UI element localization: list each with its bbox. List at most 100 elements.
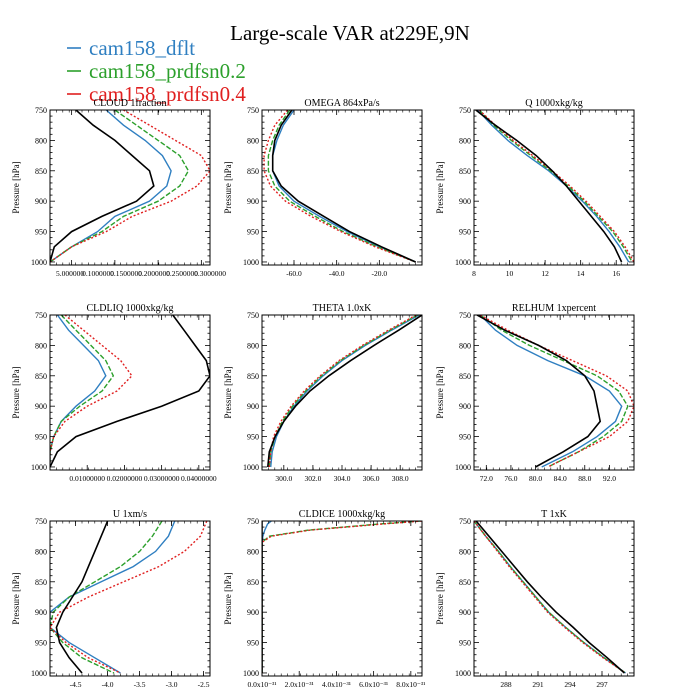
plot-frame — [49, 109, 211, 266]
y-axis-label: Pressure [hPa] — [11, 572, 21, 624]
y-tick-label: 850 — [35, 578, 47, 587]
panels: 750 800 850 900 950 1000 5.0000000.10000000.15… — [11, 98, 635, 689]
series-line-2 — [50, 521, 208, 674]
y-tick-label: 950 — [247, 639, 259, 648]
panel-title: OMEGA 864xPa/s — [304, 98, 379, 109]
x-tick-label: -4.0 — [102, 680, 114, 689]
series-line-3 — [55, 521, 109, 674]
panel-title: CLDLIQ 1000xkg/kg — [87, 303, 174, 314]
panel-title: U 1xm/s — [113, 509, 147, 520]
x-tick-label: -3.0 — [166, 680, 178, 689]
plot-frame — [49, 314, 211, 471]
y-axis-label: Pressure [hPa] — [11, 366, 21, 418]
series-line-3 — [50, 315, 210, 468]
y-axis-label: Pressure [hPa] — [223, 572, 233, 624]
panel: 750 800 850 900 950 1000 72.0 76.0 80.0 84.0 88.0 9… — [435, 303, 635, 483]
x-tick-label: 0.0x10⁻³¹ — [247, 680, 276, 689]
series-line-3 — [475, 110, 623, 263]
series-line-2 — [268, 315, 417, 468]
series-line-2 — [474, 521, 626, 674]
x-tick-label: -4.5 — [70, 680, 82, 689]
series-line-2 — [479, 315, 634, 468]
x-tick-label: 0.04000000 — [181, 474, 217, 483]
x-tick-label: -40.0 — [329, 269, 345, 278]
x-tick-label: 294 — [564, 680, 576, 689]
series-line-1 — [478, 110, 633, 263]
panel-title: Q 1000xkg/kg — [525, 98, 583, 109]
series-line-0 — [474, 521, 626, 674]
x-tick-label: 302.0 — [304, 474, 321, 483]
y-tick-label: 850 — [459, 578, 471, 587]
y-tick-label: 1000 — [455, 258, 471, 267]
series-line-3 — [271, 110, 416, 263]
legend: cam158_dfltcam158_prdfsn0.2cam158_prdfsn… — [67, 36, 246, 106]
y-axis-label: Pressure [hPa] — [435, 161, 445, 213]
y-tick-label: 800 — [35, 136, 47, 145]
x-tick-label: 0.2000000 — [138, 269, 170, 278]
panel-title: T 1xK — [541, 509, 567, 520]
series-line-2 — [263, 110, 416, 263]
y-tick-label: 750 — [459, 311, 471, 320]
y-tick-label: 750 — [459, 517, 471, 526]
y-tick-label: 850 — [247, 167, 259, 176]
x-tick-label: 297 — [596, 680, 608, 689]
x-tick-label: 8.0x10⁻³¹ — [396, 680, 425, 689]
y-tick-label: 1000 — [243, 258, 259, 267]
y-tick-label: 850 — [459, 167, 471, 176]
x-tick-label: -3.5 — [134, 680, 146, 689]
series-line-0 — [477, 110, 630, 263]
y-tick-label: 800 — [247, 341, 259, 350]
panel: 750 800 850 900 950 1000 0.0x10⁻³¹ 2.0x10⁻³¹ 4.0… — [223, 509, 425, 689]
plot-frame — [473, 520, 635, 677]
x-tick-label: 72.0 — [480, 474, 493, 483]
y-tick-label: 850 — [35, 167, 47, 176]
x-tick-label: 6.0x10⁻³¹ — [359, 680, 388, 689]
y-tick-label: 900 — [459, 197, 471, 206]
y-axis-label: Pressure [hPa] — [223, 366, 233, 418]
x-tick-label: 14 — [577, 269, 585, 278]
y-tick-label: 950 — [459, 433, 471, 442]
series-line-1 — [50, 110, 190, 263]
series-line-3 — [475, 521, 625, 674]
panel: 750 800 850 900 950 1000 -60.0 -40.0 -20.0 OMEGA … — [223, 98, 423, 278]
x-tick-label: 300.0 — [275, 474, 292, 483]
y-tick-label: 800 — [459, 547, 471, 556]
x-tick-label: 0.1000000 — [82, 269, 114, 278]
y-tick-label: 1000 — [455, 463, 471, 472]
x-tick-label: -2.5 — [198, 680, 210, 689]
y-axis-label: Pressure [hPa] — [435, 366, 445, 418]
y-tick-label: 800 — [459, 136, 471, 145]
x-tick-label: 10 — [506, 269, 514, 278]
y-axis-label: Pressure [hPa] — [223, 161, 233, 213]
x-tick-label: 308.0 — [392, 474, 409, 483]
series-line-1 — [262, 521, 421, 673]
y-tick-label: 950 — [247, 433, 259, 442]
y-tick-label: 1000 — [243, 669, 259, 678]
x-tick-label: 12 — [541, 269, 549, 278]
y-tick-label: 750 — [247, 106, 259, 115]
panel: 750 800 850 900 950 1000 5.0000000.10000000.15… — [11, 98, 226, 278]
x-tick-label: 0.03000000 — [144, 474, 180, 483]
x-tick-label: 0.1500000 — [110, 269, 142, 278]
y-tick-label: 1000 — [31, 258, 47, 267]
x-tick-label: 84.0 — [554, 474, 567, 483]
y-tick-label: 750 — [35, 311, 47, 320]
series-line-1 — [267, 110, 416, 263]
y-tick-label: 900 — [247, 197, 259, 206]
x-tick-label: 291 — [532, 680, 544, 689]
legend-label: cam158_dflt — [89, 36, 195, 60]
y-tick-label: 950 — [35, 228, 47, 237]
y-tick-label: 900 — [35, 197, 47, 206]
y-tick-label: 800 — [459, 341, 471, 350]
panel-title: CLOUD 1fraction — [93, 98, 166, 109]
y-tick-label: 950 — [459, 228, 471, 237]
series-line-3 — [50, 110, 155, 263]
series-line-0 — [50, 315, 107, 467]
plot-frame — [473, 109, 635, 266]
y-tick-label: 1000 — [31, 463, 47, 472]
y-tick-label: 1000 — [31, 669, 47, 678]
y-tick-label: 850 — [247, 578, 259, 587]
x-tick-label: 4.0x10⁻³¹ — [322, 680, 351, 689]
